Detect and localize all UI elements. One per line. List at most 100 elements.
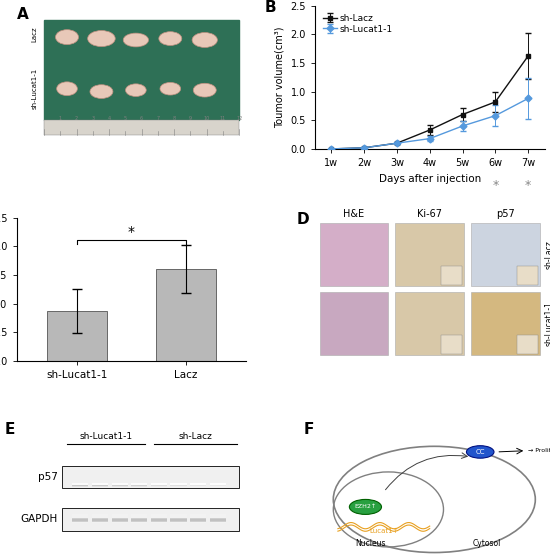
- Text: 10: 10: [204, 116, 210, 121]
- Bar: [151, 485, 167, 487]
- Bar: [190, 514, 206, 517]
- Bar: [170, 519, 186, 522]
- Bar: [190, 484, 206, 486]
- Bar: [170, 485, 186, 487]
- Bar: [170, 485, 186, 487]
- Bar: [190, 519, 206, 522]
- Bar: [112, 520, 128, 523]
- Bar: [131, 484, 147, 486]
- Text: 2: 2: [75, 116, 78, 121]
- Text: sh-Lacz: sh-Lacz: [179, 432, 212, 441]
- Bar: [92, 483, 108, 486]
- Bar: [131, 516, 147, 520]
- Bar: [190, 485, 206, 487]
- Text: Lacz: Lacz: [32, 26, 38, 42]
- Bar: [131, 517, 147, 521]
- Text: GAPDH: GAPDH: [20, 515, 58, 524]
- Bar: [47, 311, 107, 361]
- Bar: [320, 292, 388, 355]
- Bar: [131, 485, 147, 487]
- Bar: [517, 266, 537, 285]
- Bar: [190, 484, 206, 486]
- Bar: [471, 223, 540, 286]
- Bar: [151, 515, 167, 519]
- Bar: [170, 520, 186, 523]
- Bar: [131, 519, 147, 522]
- Bar: [92, 518, 108, 521]
- Bar: [112, 484, 128, 486]
- Bar: [210, 515, 226, 519]
- Bar: [112, 516, 128, 520]
- Bar: [517, 335, 537, 354]
- Text: 6: 6: [140, 116, 143, 121]
- Text: H&E: H&E: [343, 209, 365, 219]
- Text: *: *: [492, 179, 498, 192]
- Bar: [441, 266, 462, 285]
- Bar: [92, 484, 108, 486]
- Bar: [151, 484, 167, 486]
- Text: 12: 12: [236, 116, 243, 121]
- Bar: [92, 484, 108, 486]
- Bar: [92, 484, 108, 486]
- Bar: [112, 483, 128, 485]
- Text: EZH2↑: EZH2↑: [354, 505, 377, 510]
- Bar: [210, 518, 226, 521]
- Bar: [151, 484, 167, 486]
- Bar: [190, 515, 206, 519]
- Bar: [190, 484, 206, 487]
- Bar: [112, 484, 128, 486]
- Bar: [210, 484, 226, 486]
- Bar: [112, 515, 128, 519]
- Bar: [320, 223, 388, 286]
- Bar: [170, 515, 186, 519]
- Bar: [210, 519, 226, 522]
- Bar: [210, 484, 226, 486]
- Bar: [112, 483, 128, 486]
- Bar: [190, 484, 206, 486]
- Ellipse shape: [466, 446, 494, 458]
- Bar: [72, 485, 89, 487]
- Text: 9: 9: [189, 116, 192, 121]
- Bar: [131, 484, 147, 487]
- Text: sh-Lucat1-1: sh-Lucat1-1: [32, 68, 38, 109]
- Bar: [44, 20, 239, 120]
- Bar: [170, 484, 186, 486]
- Text: B: B: [265, 0, 276, 15]
- Text: *: *: [128, 225, 135, 239]
- Bar: [72, 484, 89, 486]
- Bar: [170, 484, 186, 486]
- Bar: [210, 483, 226, 485]
- Bar: [112, 485, 128, 487]
- Bar: [72, 483, 89, 485]
- Bar: [131, 484, 147, 486]
- Bar: [210, 485, 226, 487]
- Bar: [92, 517, 108, 521]
- Bar: [72, 485, 89, 487]
- Bar: [72, 515, 89, 519]
- Bar: [131, 483, 147, 485]
- Bar: [190, 485, 206, 487]
- Text: p57: p57: [496, 209, 515, 219]
- Text: E: E: [5, 422, 15, 437]
- Text: CC: CC: [475, 449, 485, 455]
- Ellipse shape: [57, 82, 78, 96]
- Text: F: F: [304, 422, 314, 437]
- Bar: [92, 484, 108, 486]
- Bar: [92, 515, 108, 519]
- Bar: [190, 485, 206, 487]
- Bar: [72, 484, 89, 486]
- Bar: [395, 223, 464, 286]
- Bar: [170, 484, 186, 487]
- Bar: [112, 484, 128, 486]
- Bar: [190, 483, 206, 486]
- Bar: [395, 292, 464, 355]
- Bar: [170, 485, 186, 487]
- Legend: sh-Lacz, sh-Lucat1-1: sh-Lacz, sh-Lucat1-1: [320, 10, 396, 37]
- Bar: [151, 484, 167, 487]
- Bar: [190, 483, 206, 485]
- Bar: [72, 484, 89, 486]
- Bar: [151, 484, 167, 486]
- Bar: [210, 515, 226, 519]
- Text: sh-Lacz: sh-Lacz: [544, 240, 550, 269]
- Bar: [131, 518, 147, 521]
